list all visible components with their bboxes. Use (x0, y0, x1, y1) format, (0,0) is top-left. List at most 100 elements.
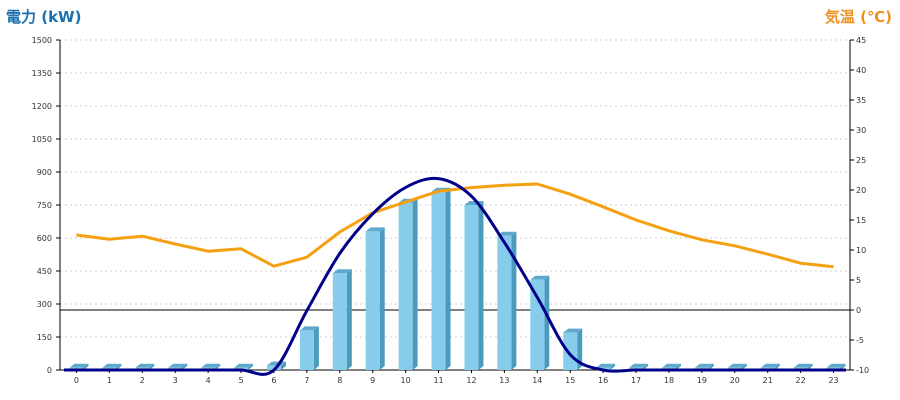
bar (497, 235, 512, 370)
x-tick-label: 8 (337, 376, 342, 385)
bar (398, 202, 413, 370)
right-tick-label: 45 (856, 36, 866, 45)
x-tick-label: 5 (238, 376, 243, 385)
bar (299, 330, 314, 370)
x-tick-label: 17 (631, 376, 641, 385)
x-tick-label: 20 (730, 376, 740, 385)
power-line (63, 176, 846, 376)
x-tick-label: 0 (74, 376, 79, 385)
x-tick-label: 21 (763, 376, 773, 385)
bar-top (826, 363, 846, 368)
left-tick-label: 1350 (32, 69, 52, 78)
bar (464, 205, 479, 370)
bar (365, 231, 380, 370)
right-tick-label: -5 (856, 336, 864, 345)
bar-side (182, 363, 188, 370)
bar (431, 191, 446, 370)
left-tick-label: 750 (37, 201, 52, 210)
bar (530, 279, 545, 370)
bar-side (544, 275, 550, 370)
bar-top (168, 363, 188, 368)
x-tick-label: 19 (697, 376, 707, 385)
x-tick-label: 22 (796, 376, 806, 385)
bar-top (332, 269, 352, 274)
x-tick-label: 10 (401, 376, 411, 385)
x-tick-label: 14 (532, 376, 542, 385)
right-tick-label: 5 (856, 276, 861, 285)
bar-top (793, 363, 813, 368)
bar-side (149, 363, 155, 370)
bar-side (643, 363, 649, 370)
bar-side (774, 363, 780, 370)
x-tick-label: 18 (664, 376, 674, 385)
bar-top (69, 363, 89, 368)
x-tick-label: 13 (499, 376, 509, 385)
bar-side (577, 328, 583, 370)
bar-side (313, 326, 319, 370)
bar-side (248, 363, 254, 370)
bar-side (610, 363, 616, 370)
bar-side (478, 201, 484, 370)
bar-side (379, 227, 385, 370)
bar-top (234, 363, 254, 368)
bar-side (807, 363, 813, 370)
left-tick-label: 300 (37, 300, 52, 309)
bar (563, 332, 578, 370)
bar-side (116, 363, 122, 370)
bar (332, 273, 347, 370)
bar-top (760, 363, 780, 368)
x-tick-label: 9 (370, 376, 375, 385)
bar-top (563, 328, 583, 333)
right-tick-label: -10 (856, 366, 869, 375)
bar-top (727, 363, 747, 368)
right-tick-label: 0 (856, 306, 861, 315)
right-tick-label: 40 (856, 66, 866, 75)
x-tick-label: 23 (828, 376, 838, 385)
x-tick-label: 15 (565, 376, 575, 385)
bar-top (629, 363, 649, 368)
bar-top (201, 363, 221, 368)
bar-top (299, 326, 319, 331)
x-tick-label: 12 (466, 376, 476, 385)
left-axis-title: 電力 (kW) (6, 8, 82, 26)
bar (266, 365, 281, 370)
left-tick-label: 600 (37, 234, 52, 243)
bar-top (694, 363, 714, 368)
bar-top (661, 363, 681, 368)
right-axis-title: 気温 (℃) (824, 8, 892, 26)
x-tick-label: 6 (271, 376, 276, 385)
x-tick-label: 16 (598, 376, 608, 385)
left-tick-label: 0 (47, 366, 52, 375)
right-tick-label: 35 (856, 96, 866, 105)
bar-side (511, 231, 517, 370)
left-tick-label: 450 (37, 267, 52, 276)
bar-top (365, 227, 385, 232)
bar-top (530, 275, 550, 280)
right-tick-label: 20 (856, 186, 866, 195)
right-tick-label: 30 (856, 126, 866, 135)
right-tick-label: 15 (856, 216, 866, 225)
bar-side (346, 269, 352, 370)
bar-side (675, 363, 681, 370)
bar-top (102, 363, 122, 368)
left-tick-label: 900 (37, 168, 52, 177)
x-tick-label: 11 (433, 376, 443, 385)
bar-top (497, 231, 517, 236)
left-tick-label: 1050 (32, 135, 52, 144)
right-tick-label: 25 (856, 156, 866, 165)
bar-side (445, 187, 451, 370)
temperature-line (76, 182, 834, 269)
bar-side (412, 198, 418, 370)
bar-top (596, 363, 616, 368)
bar-side (280, 361, 286, 370)
left-tick-label: 1500 (32, 36, 52, 45)
bar-side (215, 363, 221, 370)
left-tick-label: 150 (37, 333, 52, 342)
x-tick-label: 3 (173, 376, 178, 385)
bar-side (83, 363, 89, 370)
x-tick-label: 7 (304, 376, 309, 385)
x-tick-label: 1 (107, 376, 112, 385)
bar-side (708, 363, 714, 370)
